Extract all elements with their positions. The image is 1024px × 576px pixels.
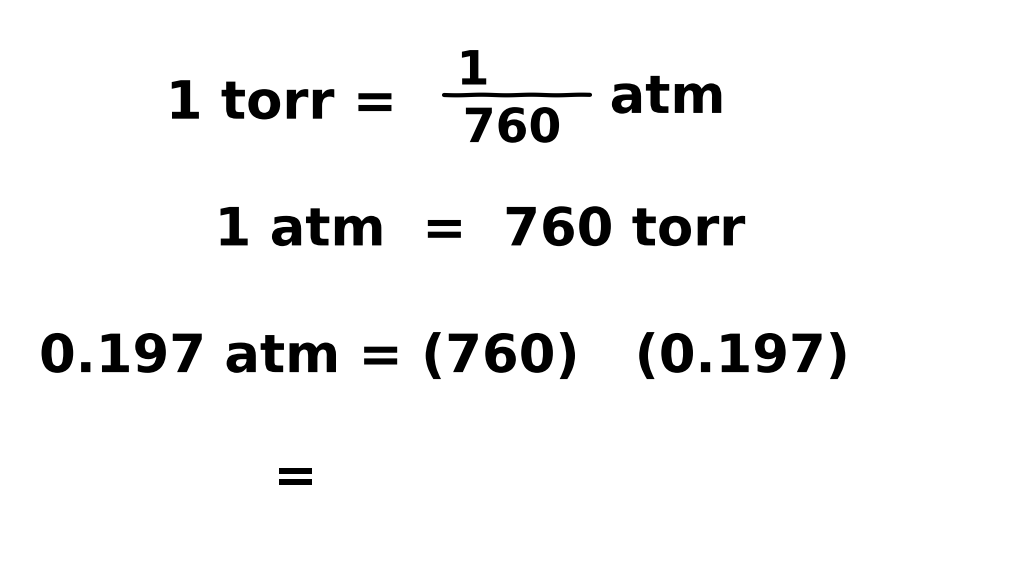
Text: 1 atm  =  760 torr: 1 atm = 760 torr (215, 204, 744, 256)
Text: atm: atm (609, 72, 725, 124)
Text: 0.197 atm = (760)   (0.197): 0.197 atm = (760) (0.197) (39, 331, 850, 383)
Text: =: = (273, 452, 317, 504)
Text: 1 torr =: 1 torr = (166, 78, 397, 130)
Text: 760: 760 (463, 107, 561, 152)
Text: 1: 1 (457, 50, 489, 94)
